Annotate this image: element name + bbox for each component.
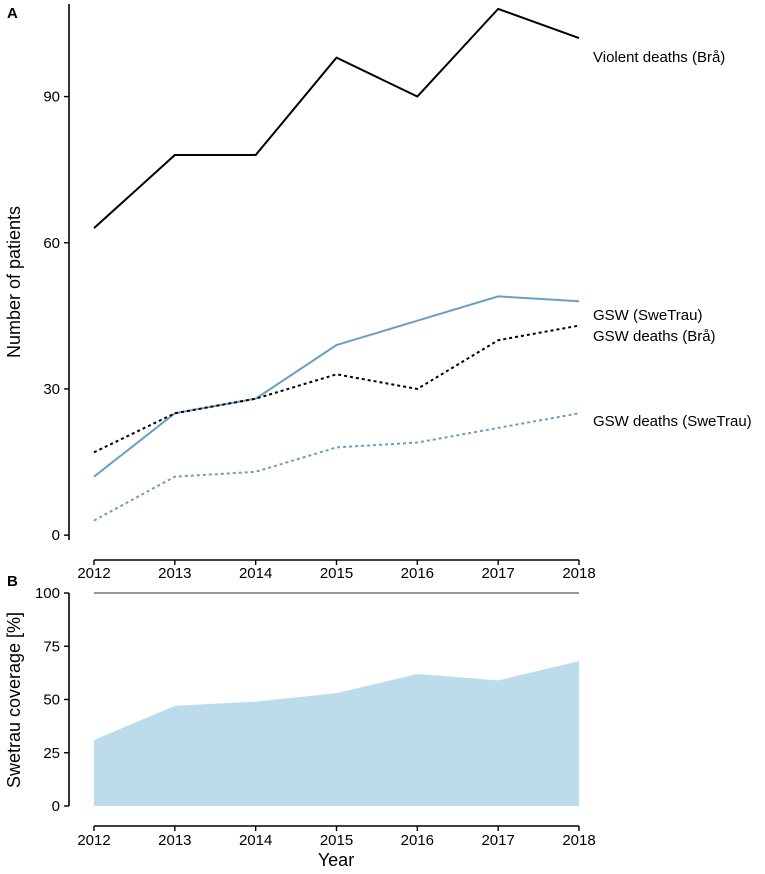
series-line-gsw-deaths-br [93, 324, 580, 454]
panel-a-x-tick-label: 2018 [562, 565, 595, 582]
panel-b-y-tick-label: 0 [52, 798, 60, 815]
panel-b-x-tick-label: 2017 [481, 832, 514, 849]
panel-a-chart: 0 30 60 90 2012 2013 2014 2015 2016 2017 2018 Viole… [43, 4, 752, 582]
panel-a-x-tick-label: 2013 [158, 565, 191, 582]
panel-a-x-tick-label: 2014 [239, 565, 272, 582]
coverage-area [94, 661, 579, 806]
panel-a-y-tick-label: 60 [43, 235, 60, 252]
panel-a-x-tick-label: 2016 [401, 565, 434, 582]
panel-b-x-tick-label: 2015 [320, 832, 353, 849]
panel-a-y-tick-label: 0 [52, 527, 60, 544]
panel-b-y-tick-label: 100 [35, 585, 60, 602]
panel-a-y-tick-label: 90 [43, 89, 60, 106]
panel-a-x-tick-label: 2017 [481, 565, 514, 582]
panel-b-y-tick-label: 50 [43, 692, 60, 709]
series-line-gsw-deaths-swetrau [93, 412, 580, 522]
panel-b-x-axis-title: Year [318, 850, 354, 870]
panel-b-letter: B [7, 573, 18, 590]
series-line-violent-deaths-br [93, 7, 580, 229]
panel-b-y-tick-label: 75 [43, 638, 60, 655]
panel-a-y-tick-label: 30 [43, 381, 60, 398]
panel-b-x-tick-label: 2012 [77, 832, 110, 849]
panel-a-y-axis-title: Number of patients [4, 206, 24, 358]
panel-b-y-tick-label: 25 [43, 745, 60, 762]
panel-b-x-tick-label: 2014 [239, 832, 272, 849]
panel-b-x-tick-label: 2013 [158, 832, 191, 849]
panel-b-x-tick-label: 2016 [401, 832, 434, 849]
panel-a-letter: A [7, 5, 18, 22]
series-line-gsw-swetrau [93, 295, 580, 478]
series-label-gsw-deaths-br: GSW deaths (Brå) [593, 328, 716, 345]
series-label-gsw-deaths-swetrau: GSW deaths (SweTrau) [593, 413, 752, 430]
series-label-gsw-swetrau: GSW (SweTrau) [593, 307, 702, 324]
panel-a-x-tick-label: 2015 [320, 565, 353, 582]
panel-a-x-tick-label: 2012 [77, 565, 110, 582]
panel-b-x-tick-label: 2018 [562, 832, 595, 849]
panel-b-chart: 0 25 50 75 100 2012 2013 2014 2015 2016 2017 2018 [35, 585, 596, 849]
series-label-violent-deaths-br: Violent deaths (Brå) [593, 49, 725, 66]
panel-b-y-axis-title: Swetrau coverage [%] [4, 612, 24, 788]
